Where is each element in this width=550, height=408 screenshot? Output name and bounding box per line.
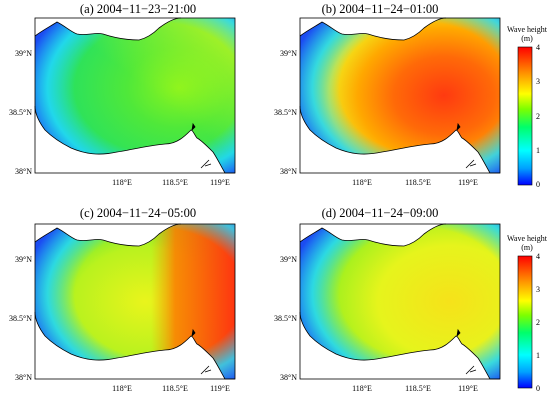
svg-text:118.5°E: 118.5°E [405, 384, 431, 393]
svg-text:119°E: 119°E [210, 178, 230, 187]
svg-text:1: 1 [536, 351, 540, 360]
panel-d-lon-ticks: 118°E 118.5°E 119°E [352, 384, 478, 393]
panel-c: (c) 2004−11−24−05:00 39°N 38.5°N 38°N 11… [9, 206, 236, 393]
svg-text:118°E: 118°E [112, 384, 132, 393]
panel-a-coastline [34, 17, 235, 174]
panel-d-frame [299, 223, 501, 380]
colorbar-top-bar [517, 46, 533, 186]
svg-text:38.5°N: 38.5°N [274, 314, 297, 323]
colorbar-top-unit: (m) [521, 34, 533, 43]
svg-text:39°N: 39°N [15, 255, 32, 264]
panel-a-wave-field [35, 18, 235, 173]
svg-text:38°N: 38°N [15, 373, 32, 382]
svg-text:118.5°E: 118.5°E [405, 178, 431, 187]
panel-a-lat-ticks: 39°N 38.5°N 38°N [9, 49, 32, 176]
colorbar-bottom-unit: (m) [521, 243, 533, 252]
panel-a-title: (a) 2004−11−23−21:00 [80, 2, 196, 16]
svg-text:118°E: 118°E [352, 178, 372, 187]
panel-c-lon-ticks: 118°E 118.5°E 119°E [112, 384, 230, 393]
svg-text:119°E: 119°E [458, 178, 478, 187]
svg-text:1: 1 [536, 146, 540, 155]
svg-text:118.5°E: 118.5°E [162, 178, 188, 187]
colorbar-bottom-ticks: 4 3 2 1 0 [536, 252, 540, 393]
svg-text:3: 3 [536, 77, 540, 86]
panel-c-wave-field [35, 224, 235, 379]
panel-b-wave-field [300, 18, 500, 173]
panel-a-lon-ticks: 118°E 118.5°E 119°E [112, 178, 230, 187]
colorbar-bottom: Wave height (m) 4 3 2 1 0 [507, 234, 548, 393]
panel-c-coastline [34, 223, 235, 380]
svg-text:118.5°E: 118.5°E [162, 384, 188, 393]
svg-text:38.5°N: 38.5°N [274, 108, 297, 117]
svg-text:39°N: 39°N [280, 49, 297, 58]
svg-text:0: 0 [536, 180, 540, 189]
panel-b-coastline [299, 17, 500, 174]
svg-text:119°E: 119°E [210, 384, 230, 393]
panel-d-lat-ticks: 39°N 38.5°N 38°N [274, 255, 297, 382]
svg-text:4: 4 [536, 252, 540, 261]
panel-d-title: (d) 2004−11−24−09:00 [322, 206, 439, 220]
panel-a: (a) 2004−11−23−21:00 39°N 38.5°N 38°N 11… [9, 2, 236, 187]
panel-d: (d) 2004−11−24−09:00 39°N 38.5°N 38°N 11… [274, 206, 548, 393]
panel-a-frame [34, 17, 236, 174]
colorbar-top-ticks: 4 3 2 1 0 [536, 43, 540, 189]
svg-text:3: 3 [536, 285, 540, 294]
svg-text:38.5°N: 38.5°N [9, 108, 32, 117]
svg-text:118°E: 118°E [112, 178, 132, 187]
svg-text:39°N: 39°N [15, 49, 32, 58]
svg-text:0: 0 [536, 384, 540, 393]
svg-text:39°N: 39°N [280, 255, 297, 264]
colorbar-top: Wave height (m) 4 3 2 1 0 [507, 25, 548, 189]
panel-b-title: (b) 2004−11−24−01:00 [322, 2, 439, 16]
panel-c-lat-ticks: 39°N 38.5°N 38°N [9, 255, 32, 382]
svg-text:4: 4 [536, 43, 540, 52]
panel-c-frame [34, 223, 236, 380]
svg-text:119°E: 119°E [458, 384, 478, 393]
panel-b: (b) 2004−11−24−01:00 39°N 38.5°N 38°N 11… [274, 2, 548, 189]
svg-text:118°E: 118°E [352, 384, 372, 393]
svg-text:38°N: 38°N [15, 167, 32, 176]
colorbar-bottom-label: Wave height [507, 234, 548, 243]
panel-d-wave-field [300, 224, 500, 379]
colorbar-bottom-bar [517, 255, 533, 389]
svg-text:38.5°N: 38.5°N [9, 314, 32, 323]
colorbar-top-label: Wave height [507, 25, 548, 34]
panel-c-title: (c) 2004−11−24−05:00 [80, 206, 196, 220]
panel-d-coastline [299, 223, 500, 380]
panel-b-lon-ticks: 118°E 118.5°E 119°E [352, 178, 478, 187]
panel-b-frame [299, 17, 501, 174]
svg-text:38°N: 38°N [280, 373, 297, 382]
svg-text:2: 2 [536, 318, 540, 327]
svg-text:2: 2 [536, 112, 540, 121]
panel-b-lat-ticks: 39°N 38.5°N 38°N [274, 49, 297, 176]
svg-text:38°N: 38°N [280, 167, 297, 176]
